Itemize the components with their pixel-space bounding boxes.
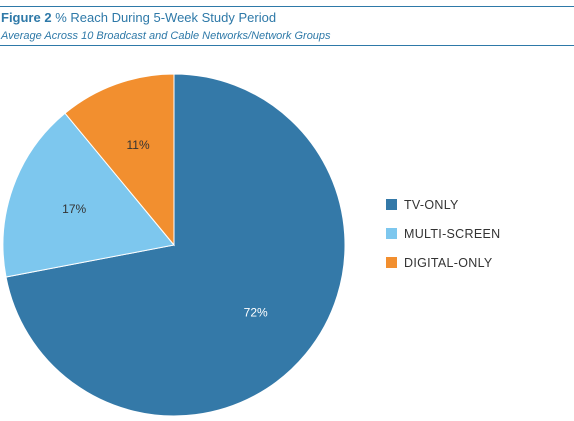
legend-swatch-tv-only [386,199,397,210]
chart-subtitle: Average Across 10 Broadcast and Cable Ne… [1,30,331,42]
header-top-rule [0,6,574,7]
chart-title: Figure 2 % Reach During 5-Week Study Per… [1,10,276,25]
pie-slice-digital-only [64,73,175,247]
data-label-tv-only: 72% [244,306,268,320]
legend-swatch-multi-screen [386,228,397,239]
data-label-digital-only: 11% [127,138,150,152]
pie-slice-multi-screen [2,112,175,278]
pie-slice-tv-only [5,73,346,417]
legend-label-digital-only: DIGITAL-ONLY [404,255,493,270]
chart-legend: TV-ONLY MULTI-SCREEN DIGITAL-ONLY [386,190,500,277]
figure-label: Figure 2 [1,10,52,25]
legend-swatch-digital-only [386,257,397,268]
pie-data-labels: 72% 17% 11% [62,138,268,319]
pie-slices [2,73,346,417]
header-bottom-rule [0,45,574,46]
chart-title-text: % Reach During 5-Week Study Period [55,10,277,25]
legend-item-tv-only: TV-ONLY [386,190,500,219]
legend-item-multi-screen: MULTI-SCREEN [386,219,500,248]
legend-label-tv-only: TV-ONLY [404,197,459,212]
legend-item-digital-only: DIGITAL-ONLY [386,248,500,277]
data-label-multi-screen: 17% [62,202,86,216]
legend-label-multi-screen: MULTI-SCREEN [404,226,501,241]
